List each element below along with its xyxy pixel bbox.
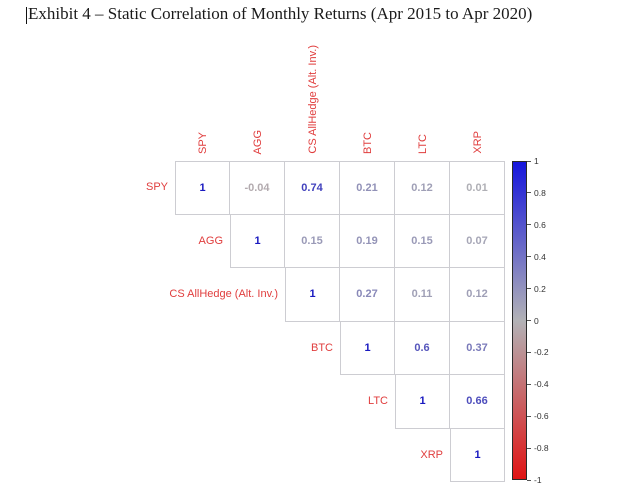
row-label: CS AllHedge (Alt. Inv.)	[169, 288, 278, 300]
exhibit-title: Exhibit 4 – Static Correlation of Monthl…	[28, 4, 533, 23]
colorbar-tick	[527, 447, 531, 449]
matrix-cell-AGG-LTC: 0.15	[395, 214, 450, 268]
matrix-cell-SPY-XRP: 0.01	[450, 161, 505, 215]
column-label: CS AllHedge (Alt. Inv.)	[306, 45, 319, 154]
matrix-cell-XRP-XRP: 1	[450, 428, 505, 482]
matrix-cell-CS-BTC: 0.27	[340, 268, 395, 322]
colorbar-gradient	[512, 161, 527, 480]
colorbar-tick-label: 0.8	[534, 187, 546, 198]
colorbar-tick-label: -1	[534, 475, 542, 485]
colorbar-tick	[527, 160, 531, 162]
matrix-cell-SPY-SPY: 1	[175, 161, 230, 215]
colorbar-tick-label: 0.2	[534, 283, 546, 294]
row-label: BTC	[311, 341, 333, 354]
colorbar-tick-label: -0.2	[534, 347, 549, 358]
colorbar-tick-label: 0.6	[534, 219, 546, 230]
colorbar-tick	[527, 256, 531, 258]
colorbar-tick-label: 0.4	[534, 251, 546, 262]
colorbar-tick-label: 1	[534, 156, 539, 166]
matrix-cell-BTC-BTC: 1	[340, 321, 395, 375]
colorbar-tick	[527, 383, 531, 385]
colorbar-tick	[527, 224, 531, 226]
colorbar-tick-label: 0	[534, 315, 539, 326]
matrix-cell-AGG-XRP: 0.07	[450, 214, 505, 268]
colorbar-tick	[527, 288, 531, 290]
colorbar-tick	[527, 320, 531, 321]
row-label: XRP	[420, 448, 443, 461]
row-label: AGG	[198, 234, 223, 247]
matrix-cell-SPY-AGG: -0.04	[230, 161, 285, 215]
matrix-cell-AGG-CS: 0.15	[285, 214, 340, 268]
matrix-cell-CS-LTC: 0.11	[395, 268, 450, 322]
column-label: LTC	[416, 134, 429, 154]
matrix-cell-SPY-CS: 0.74	[285, 161, 340, 215]
colorbar-tick-label: -0.4	[534, 379, 549, 390]
colorbar-tick-label: -0.6	[534, 411, 549, 422]
matrix-cell-LTC-XRP: 0.66	[450, 375, 505, 429]
matrix-cell-CS-CS: 1	[285, 268, 340, 322]
matrix-cell-LTC-LTC: 1	[395, 375, 450, 429]
colorbar-tick	[527, 192, 531, 194]
matrix-cell-AGG-BTC: 0.19	[340, 214, 395, 268]
colorbar-tick	[527, 415, 531, 417]
column-label: XRP	[471, 131, 484, 154]
row-label: SPY	[145, 181, 168, 193]
text-cursor	[26, 7, 27, 24]
column-label: SPY	[196, 131, 209, 154]
column-label: BTC	[361, 132, 374, 154]
colorbar-tick	[527, 479, 531, 481]
matrix-cell-CS-XRP: 0.12	[450, 268, 505, 322]
matrix-cell-AGG-AGG: 1	[230, 214, 285, 268]
matrix-cell-SPY-LTC: 0.12	[395, 161, 450, 215]
colorbar-tick-label: -0.8	[534, 443, 549, 454]
matrix-cell-SPY-BTC: 0.21	[340, 161, 395, 215]
colorbar-tick	[527, 351, 531, 353]
matrix-cell-BTC-XRP: 0.37	[450, 321, 505, 375]
matrix-cell-BTC-LTC: 0.6	[395, 321, 450, 375]
column-label: AGG	[251, 129, 264, 154]
row-label: LTC	[368, 395, 388, 407]
